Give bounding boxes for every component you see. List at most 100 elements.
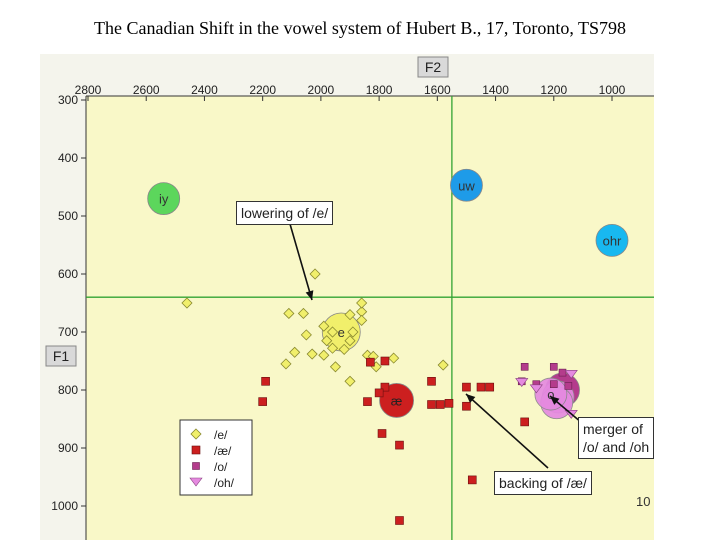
callout-merger-line1: merger of — [583, 421, 643, 437]
x-axis-label-box — [417, 56, 449, 78]
x-tick-label: 1600 — [424, 83, 451, 97]
token-e — [318, 349, 330, 361]
token-e — [181, 297, 193, 309]
token-ae — [374, 388, 384, 398]
slide-title: The Canadian Shift in the vowel system o… — [93, 18, 627, 38]
token-e — [280, 358, 292, 370]
y-tick-label: 800 — [58, 383, 78, 397]
arrow-backing-ae-head — [466, 394, 476, 403]
x-tick-label: 2800 — [75, 83, 102, 97]
token-e — [347, 326, 359, 338]
token-o — [549, 362, 558, 371]
token-ae — [435, 400, 445, 409]
token-ae — [427, 400, 436, 409]
mean-circle-uw — [450, 168, 483, 202]
token-e — [356, 314, 368, 326]
token-e — [388, 352, 400, 364]
arrow-merger-o-oh-head — [550, 396, 560, 405]
token-e — [309, 268, 321, 280]
legend-label-o: /o/ — [214, 460, 228, 474]
token-e — [329, 361, 342, 373]
y-tick-label: 1000 — [51, 499, 78, 513]
callout-lowering-e: lowering of /e/ — [236, 201, 334, 225]
y-axis-label: F1 — [53, 348, 70, 364]
mean-label-oh: o — [547, 387, 554, 402]
legend-marker-e — [190, 428, 202, 440]
y-tick-label: 900 — [58, 441, 78, 455]
legend-label-e: /e/ — [214, 428, 228, 442]
token-ae — [363, 397, 372, 406]
mean-label-ohr: ohr — [603, 233, 622, 248]
callout-merger-o-oh: merger of /o/ and /oh — [578, 417, 655, 459]
page-number: 10 — [636, 494, 651, 509]
legend-label-oh: /oh/ — [214, 476, 235, 490]
token-e — [344, 335, 356, 347]
token-e — [338, 343, 350, 355]
callout-merger-line2: /o/ and /oh — [583, 439, 650, 455]
legend-label-ae: /æ/ — [214, 444, 232, 458]
token-ae — [427, 376, 436, 386]
token-e — [437, 359, 449, 371]
token-ae — [520, 417, 529, 427]
y-tick-label: 400 — [58, 151, 78, 165]
callout-backing-ae: backing of /æ/ — [494, 471, 592, 495]
token-e — [321, 335, 333, 347]
token-o — [564, 382, 573, 390]
token-oh — [529, 384, 543, 394]
y-tick-label: 300 — [58, 93, 78, 107]
mean-label-e: e — [338, 325, 345, 340]
x-tick-label: 2000 — [308, 83, 335, 97]
token-e — [356, 297, 368, 309]
x-tick-label: 1000 — [599, 83, 626, 97]
x-axis-label: F2 — [425, 59, 442, 75]
token-e — [318, 320, 330, 332]
legend-marker-ae — [191, 445, 201, 455]
token-e — [344, 309, 356, 321]
token-e — [306, 348, 318, 360]
legend-marker-oh — [189, 477, 203, 487]
token-ae — [462, 401, 471, 411]
y-tick-label: 600 — [58, 267, 78, 281]
arrow-lowering-e-head — [305, 290, 314, 300]
token-ae — [467, 475, 477, 485]
token-o — [520, 362, 529, 371]
mean-label-uw: uw — [458, 178, 475, 193]
token-ae — [258, 397, 267, 406]
token-ae — [380, 356, 390, 366]
legend-marker-o — [192, 462, 200, 470]
token-o — [558, 368, 567, 377]
x-tick-label: 2600 — [133, 83, 160, 97]
token-e — [289, 346, 301, 358]
token-oh — [564, 370, 578, 379]
token-e — [300, 329, 312, 341]
y-tick-label: 700 — [58, 325, 78, 339]
token-e — [344, 375, 356, 387]
token-ae — [485, 382, 495, 392]
x-tick-label: 2200 — [249, 83, 276, 97]
mean-circle-ae — [379, 383, 414, 418]
token-e — [297, 307, 309, 320]
token-oh — [515, 378, 529, 387]
token-ae — [366, 357, 375, 367]
mean-label-iy: iy — [159, 192, 169, 207]
token-ae — [444, 399, 454, 408]
mean-label-ae: æ — [391, 393, 403, 408]
token-ae — [462, 382, 471, 392]
arrow-lowering-e — [289, 223, 313, 301]
token-ae — [476, 382, 486, 392]
x-tick-label: 1400 — [482, 83, 509, 97]
arrow-backing-ae — [465, 393, 549, 469]
token-e — [326, 326, 339, 338]
token-o — [549, 380, 558, 389]
y-axis-label-box — [45, 345, 77, 367]
token-e — [326, 342, 339, 354]
token-ae — [377, 429, 387, 438]
token-ae — [261, 376, 270, 386]
mean-circle-iy — [147, 182, 181, 216]
mean-circle-ohr — [595, 223, 629, 257]
mean-circle-oh — [534, 377, 568, 411]
token-e — [283, 307, 295, 320]
token-ae — [395, 516, 404, 525]
x-tick-label: 1200 — [540, 83, 567, 97]
